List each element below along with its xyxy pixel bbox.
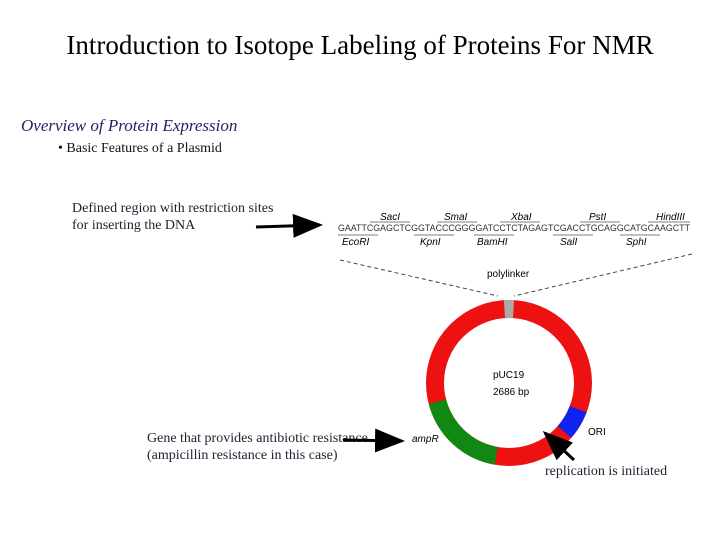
plasmid-ring [426,299,592,466]
amp-segment [428,399,499,465]
zoom-line-right [513,253,693,297]
site-psti: PstI [589,212,606,223]
section-subtitle: Overview of Protein Expression [21,116,238,135]
amp-arrow [342,428,405,453]
site-sali: SalI [560,237,577,248]
site-smai: SmaI [444,212,468,223]
polylinker-label: polylinker [487,269,530,280]
ori-label: ORI [588,427,606,438]
site-sphi: SphI [626,237,647,248]
site-hindiii: HindIII [656,212,685,223]
site-saci: SacI [380,212,400,223]
zoom-line-left [339,259,499,297]
site-ecori: EcoRI [342,237,369,248]
mcs-arrow [255,213,323,238]
site-xbai: XbaI [510,212,532,223]
ori-segment [557,405,587,438]
site-bamhi: BamHI [477,237,508,248]
amp-annotation: Gene that provides antibiotic resistance… [147,431,368,463]
bullet-point: • Basic Features of a Plasmid [58,141,222,156]
site-kpni: KpnI [420,237,441,248]
mcs-annotation: Defined region with restriction sites fo… [72,201,274,233]
amp-label: ampR [412,434,439,445]
ori-annotation: replication is initiated [545,464,668,479]
polylinker-sequence: GAATTCGAGCTCGGTACCCGGGGATCCTCTAGAGTCGACC… [338,223,690,233]
ori-arrow [542,430,576,462]
plasmid-name: pUC19 [493,370,525,381]
plasmid-size: 2686 bp [493,387,530,398]
page-title: Introduction to Isotope Labeling of Prot… [66,30,654,60]
